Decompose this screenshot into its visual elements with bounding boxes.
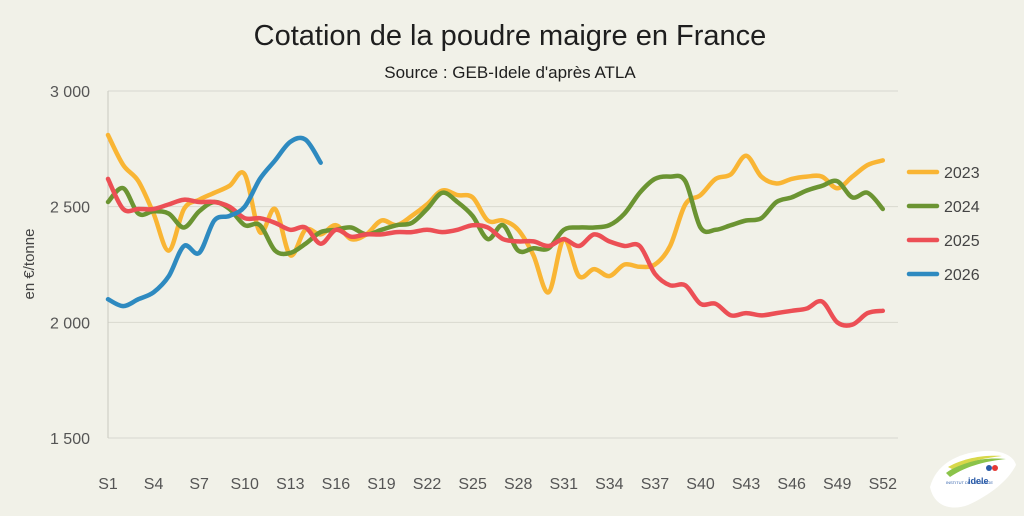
- x-tick-label: S37: [641, 476, 670, 493]
- x-tick-label: S46: [777, 476, 806, 493]
- x-tick-label: S16: [322, 476, 351, 493]
- legend-label-2024: 2024: [944, 199, 980, 216]
- x-tick-label: S4: [144, 476, 164, 493]
- y-tick-label: 2 000: [50, 315, 90, 332]
- x-tick-label: S1: [98, 476, 118, 493]
- series-line-2026: [105, 135, 323, 309]
- chart-title: Cotation de la poudre maigre en France: [254, 20, 767, 52]
- x-tick-label: S31: [550, 476, 579, 493]
- series-line-2025: [105, 176, 886, 328]
- idele-logo: INSTITUT DE L'ÉLEVAGE idele: [930, 450, 1016, 508]
- grid: [107, 90, 898, 439]
- logo-green-swoosh: [946, 458, 1006, 477]
- x-tick-label: S22: [413, 476, 442, 493]
- y-axis-label: en €/tonne: [21, 229, 38, 300]
- logo-dot-blue: [986, 465, 992, 471]
- x-tick-label: S7: [189, 476, 209, 493]
- x-tick-label: S10: [230, 476, 259, 493]
- y-tick-label: 3 000: [50, 84, 90, 101]
- x-tick-label: S28: [504, 476, 533, 493]
- x-tick-label: S49: [823, 476, 852, 493]
- x-tick-label: S34: [595, 476, 624, 493]
- x-axis: S1 S4 S7 S10 S13 S16 S19 S22 S25 S28 S31 S34 S37 S40 S…: [98, 476, 897, 493]
- x-tick-label: S43: [732, 476, 761, 493]
- legend: 2023 2024 2025 2026: [906, 165, 980, 284]
- logo-small-text: INSTITUT DE L'ÉLEVAGE: [946, 480, 993, 485]
- legend-label-2023: 2023: [944, 165, 980, 182]
- y-axis: 1 500 2 000 2 500 3 000: [50, 84, 90, 448]
- series-line-2023: [105, 132, 886, 295]
- plot-area: [105, 132, 886, 328]
- chart-subtitle: Source : GEB-Idele d'après ATLA: [384, 63, 636, 82]
- y-tick-label: 2 500: [50, 200, 90, 217]
- logo-dot-red: [992, 465, 998, 471]
- y-tick-label: 1 500: [50, 431, 90, 448]
- legend-label-2025: 2025: [944, 233, 980, 250]
- x-tick-label: S40: [686, 476, 715, 493]
- x-tick-label: S52: [869, 476, 898, 493]
- x-tick-label: S25: [458, 476, 487, 493]
- logo-yellow-swoosh: [948, 455, 1002, 469]
- legend-label-2026: 2026: [944, 267, 980, 284]
- logo-text: idele: [968, 476, 989, 486]
- x-tick-label: S13: [276, 476, 305, 493]
- x-tick-label: S19: [367, 476, 396, 493]
